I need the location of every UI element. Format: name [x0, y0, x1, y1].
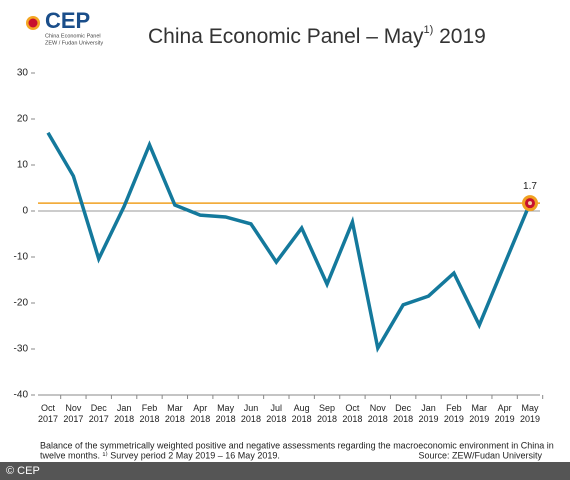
x-tick-year: 2019 [520, 414, 540, 424]
last-point-center [528, 201, 532, 206]
value-label: 1.7 [523, 181, 537, 192]
x-tick-year: 2019 [469, 414, 489, 424]
x-tick-month: Jul [271, 403, 283, 413]
x-tick-label: Feb 2018 [139, 403, 159, 424]
x-tick-label: Oct 2018 [342, 403, 362, 424]
x-tick-year: 2019 [419, 414, 439, 424]
y-tick-label: -40 [14, 390, 29, 401]
x-tick-label: Nov 2018 [368, 403, 388, 424]
y-tick-label: -20 [14, 298, 29, 309]
x-tick-month: Feb [142, 403, 158, 413]
x-tick-month: Jun [244, 403, 259, 413]
x-tick-year: 2017 [63, 414, 83, 424]
x-tick-month: Oct [345, 403, 360, 413]
y-tick-label: -10 [14, 252, 29, 263]
x-tick-year: 2018 [190, 414, 210, 424]
logo-sub: ZEW / Fudan University [45, 40, 103, 46]
x-tick-label: Jan 2018 [114, 403, 134, 424]
note: twelve months. ¹⁾ Survey period 2 May 20… [40, 450, 280, 460]
x-tick-month: May [521, 403, 539, 413]
x-tick-year: 2018 [317, 414, 337, 424]
y-tick-label: 0 [22, 206, 28, 217]
logo-text: CEP [45, 8, 90, 33]
y-tick-label: 30 [17, 68, 29, 79]
x-tick-month: Apr [498, 403, 512, 413]
x-tick-year: 2018 [216, 414, 236, 424]
x-tick-label: Mar 2019 [469, 403, 489, 424]
x-tick-year: 2019 [444, 414, 464, 424]
x-tick-label: Nov 2017 [63, 403, 83, 424]
x-tick-year: 2018 [165, 414, 185, 424]
x-tick-label: Feb 2019 [444, 403, 464, 424]
x-tick-year: 2018 [292, 414, 312, 424]
x-tick-year: 2018 [114, 414, 134, 424]
x-tick-label: Dec 2017 [89, 403, 109, 424]
x-tick-label: Sep 2018 [317, 403, 337, 424]
x-tick-label: Apr 2018 [190, 403, 210, 424]
title-end: 2019 [433, 25, 486, 48]
logo-dot [28, 18, 38, 28]
x-tick-month: Aug [294, 403, 310, 413]
source: Source: ZEW/Fudan University [418, 450, 542, 460]
x-tick-label: Jan 2019 [419, 403, 439, 424]
x-tick-month: Apr [193, 403, 207, 413]
x-tick-label: Oct 2017 [38, 403, 58, 424]
x-tick-month: Sep [319, 403, 335, 413]
x-tick-label: Apr 2019 [495, 403, 515, 424]
x-tick-month: Jan [421, 403, 436, 413]
x-tick-label: May 2019 [520, 403, 540, 424]
x-tick-year: 2017 [38, 414, 58, 424]
title-main: China Economic Panel – May [148, 25, 424, 48]
x-tick-label: Aug 2018 [292, 403, 312, 424]
y-tick-label: -30 [14, 344, 29, 355]
y-tick-label: 10 [17, 160, 29, 171]
logo-sub: China Economic Panel [45, 33, 101, 39]
copyright: © CEP [6, 465, 40, 477]
x-tick-year: 2019 [495, 414, 515, 424]
chart-title: China Economic Panel – May1) 2019 [148, 24, 486, 48]
x-tick-month: Mar [472, 403, 488, 413]
x-tick-label: Dec 2018 [393, 403, 413, 424]
note: Balance of the symmetrically weighted po… [40, 440, 554, 450]
x-tick-month: Oct [41, 403, 56, 413]
line [46, 131, 532, 353]
x-tick-year: 2018 [139, 414, 159, 424]
x-tick-year: 2017 [89, 414, 109, 424]
x-tick-label: May 2018 [216, 403, 236, 424]
x-tick-label: Jul 2018 [266, 403, 286, 424]
x-tick-year: 2018 [368, 414, 388, 424]
y-tick-label: 20 [17, 114, 29, 125]
x-tick-month: Nov [370, 403, 387, 413]
x-tick-month: Nov [65, 403, 82, 413]
x-tick-month: Feb [446, 403, 462, 413]
x-tick-month: Dec [395, 403, 412, 413]
x-tick-month: Mar [167, 403, 183, 413]
x-tick-label: Jun 2018 [241, 403, 261, 424]
x-tick-year: 2018 [393, 414, 413, 424]
title-sup: 1) [423, 24, 433, 36]
x-tick-year: 2018 [241, 414, 261, 424]
x-tick-label: Mar 2018 [165, 403, 185, 424]
x-tick-month: May [217, 403, 235, 413]
footer-bar [0, 462, 570, 480]
x-tick-month: Dec [91, 403, 108, 413]
x-tick-month: Jan [117, 403, 132, 413]
x-tick-year: 2018 [342, 414, 362, 424]
x-tick-year: 2018 [266, 414, 286, 424]
